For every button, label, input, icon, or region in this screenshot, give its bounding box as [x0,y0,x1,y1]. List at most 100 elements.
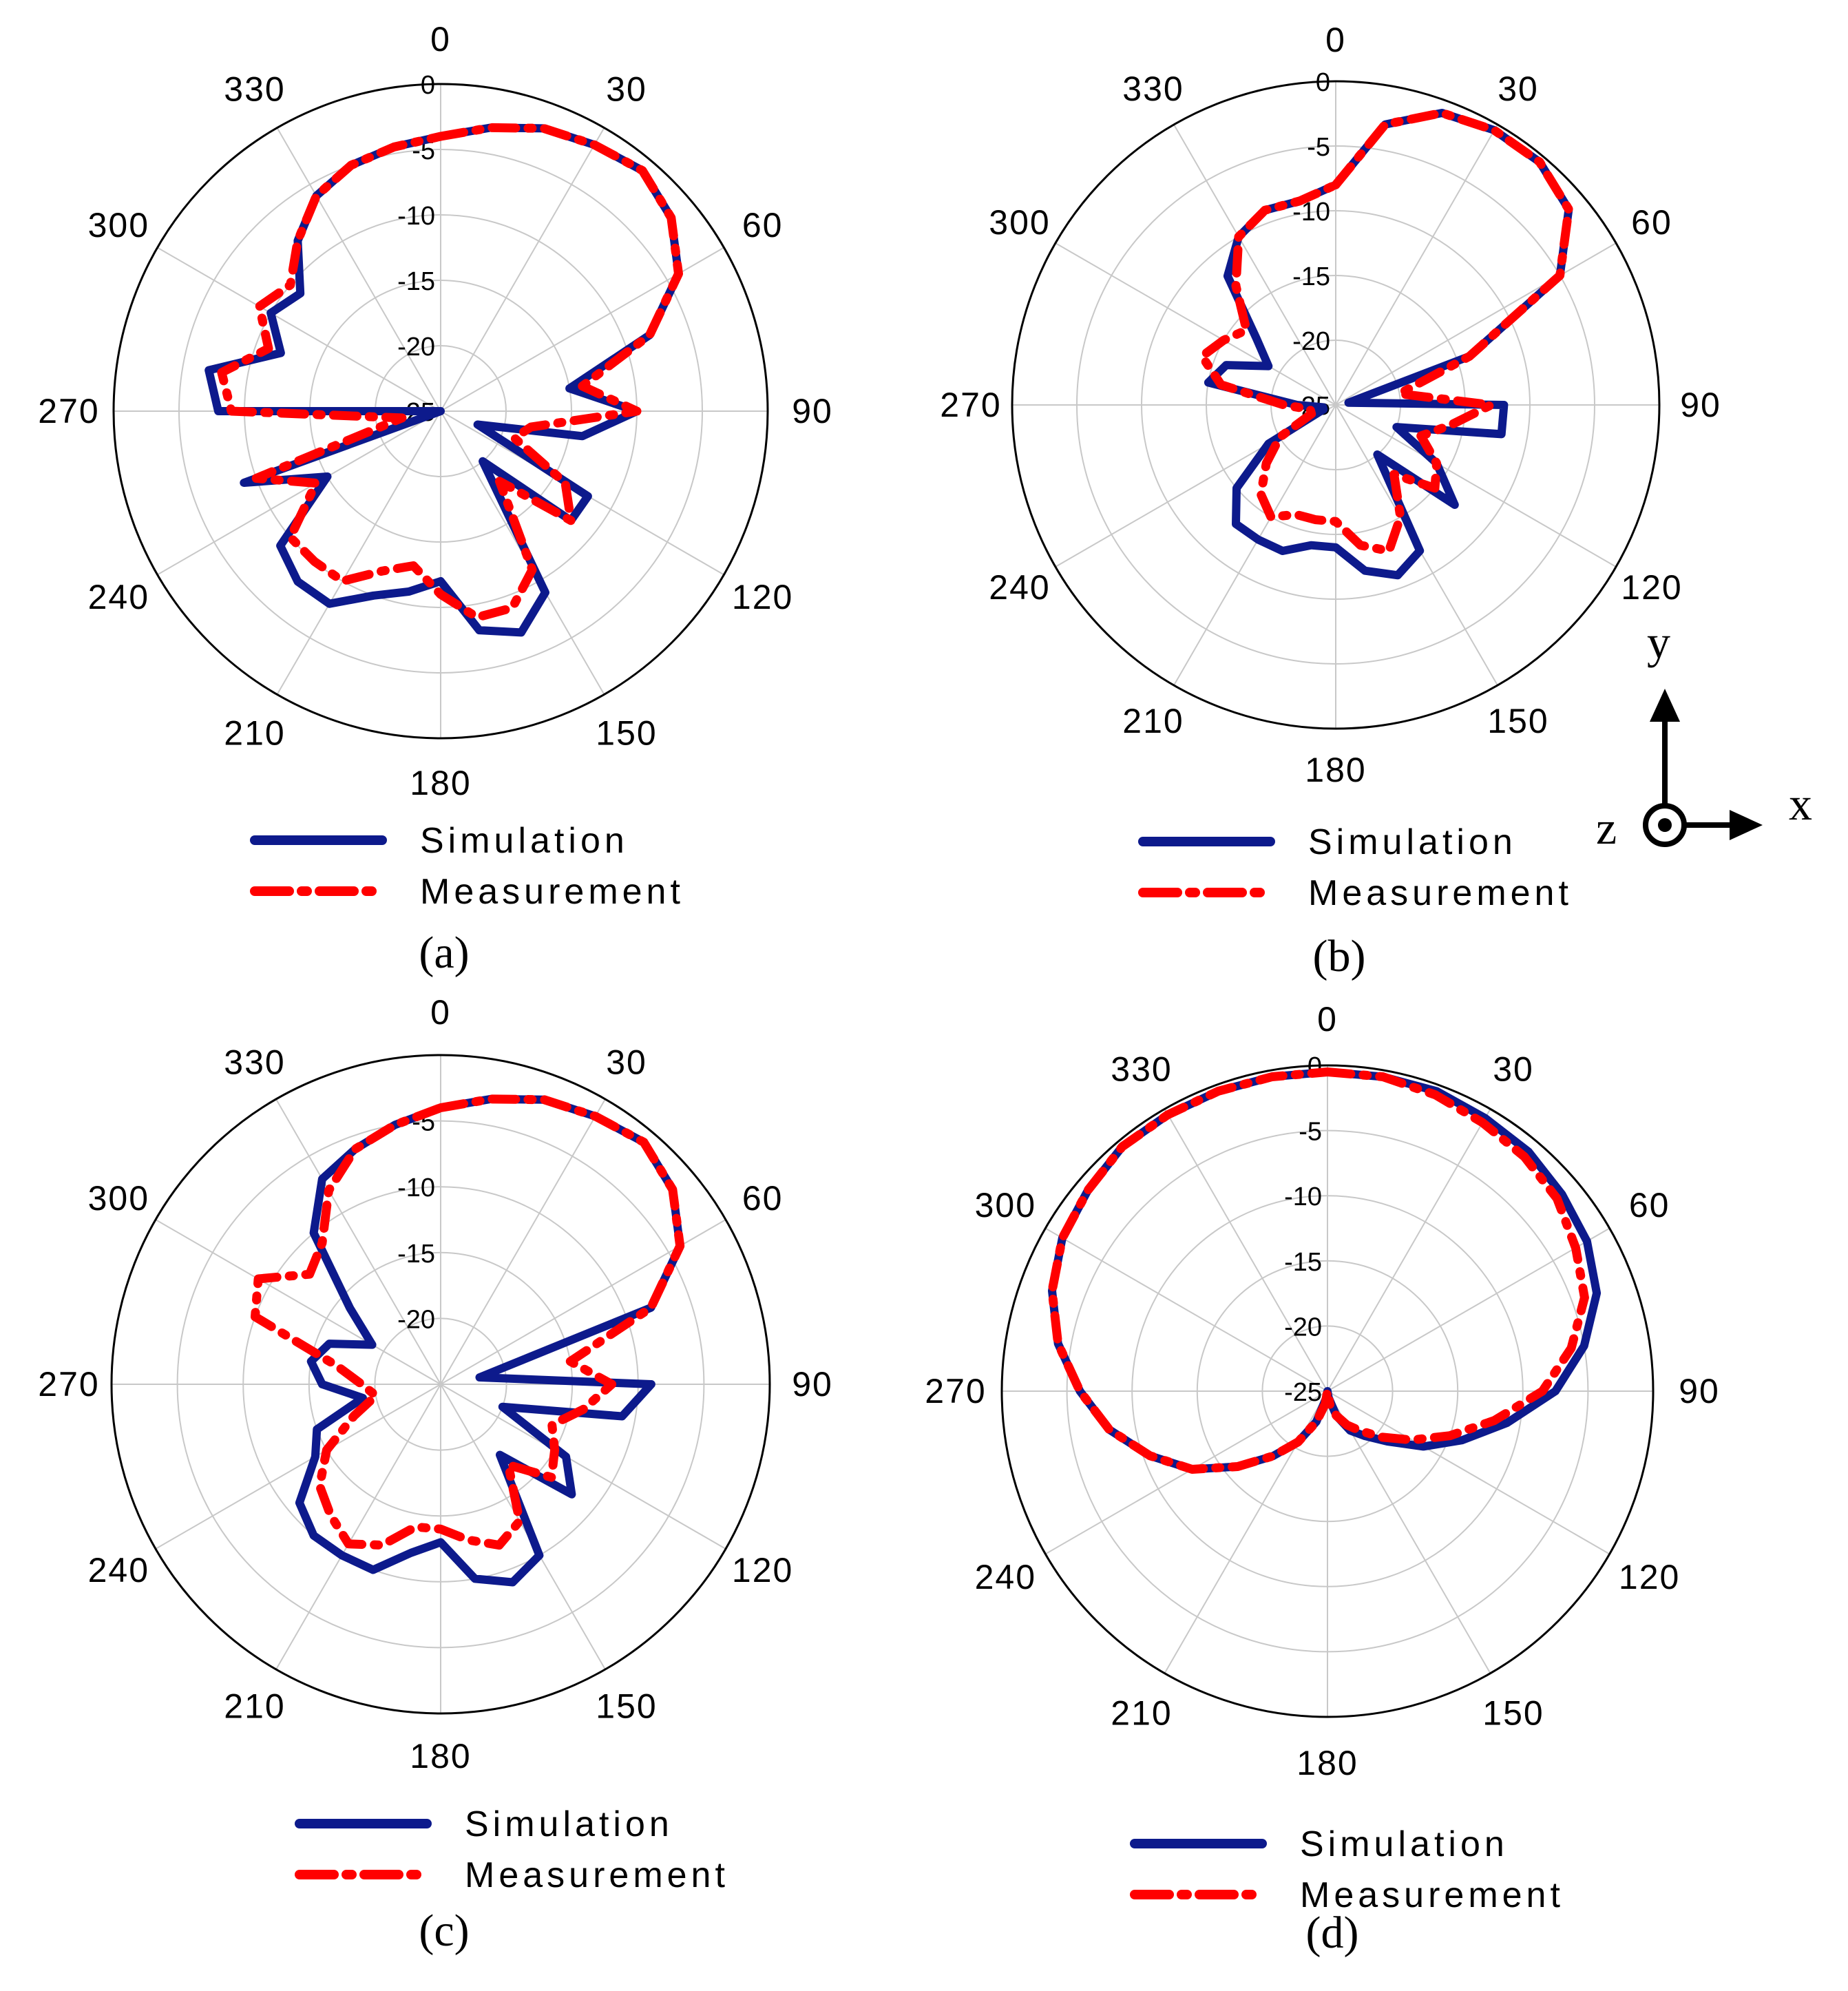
grid-spoke [1335,242,1617,406]
angle-tick-label: 330 [1111,1050,1172,1088]
series-simulation-line [204,123,683,637]
series-measurement-line [1197,108,1573,556]
legend-label-simulation: Simulation [420,821,629,861]
radial-tick-label: -20 [397,1305,435,1334]
angle-tick-label: 60 [742,1179,784,1218]
legend-label-simulation: Simulation [1300,1824,1509,1864]
angle-tick-label: 90 [792,1365,833,1404]
angle-tick-label: 180 [1305,751,1366,789]
radial-tick-label: -15 [397,1240,435,1269]
legend-label-measurement: Measurement [1308,873,1573,913]
angle-tick-label: 30 [1493,1050,1534,1088]
radial-tick-label: -20 [1284,1313,1322,1342]
radial-tick-label: -10 [397,1174,435,1202]
grid-spoke [1173,124,1336,406]
angle-tick-label: 330 [224,70,285,108]
angle-tick-label: 300 [975,1186,1036,1224]
radial-tick-label: -15 [1292,262,1330,291]
series-measurement-line [251,1094,685,1550]
grid-spoke [1327,1108,1491,1392]
angle-tick-label: 150 [1487,702,1548,740]
angle-tick-label: 180 [1296,1744,1358,1782]
angle-tick-label: 180 [410,1737,471,1775]
outer-frame [1000,1064,1655,1718]
radial-tick-label: -15 [397,267,435,296]
angle-tick-label: 30 [606,70,647,108]
angle-tick-label: 330 [1122,70,1184,108]
legend-label-measurement: Measurement [420,872,684,912]
legend-label-simulation: Simulation [1308,822,1517,862]
legend-label-simulation: Simulation [465,1804,673,1844]
series-measurement-line [1047,1067,1589,1474]
grid-spoke [275,1384,441,1670]
angle-tick-label: 300 [88,1179,149,1218]
y-arrowhead-icon [1650,689,1680,722]
angle-tick-label: 30 [1498,70,1539,108]
grid-spoke [440,1384,606,1670]
grid-spoke [1327,1390,1491,1674]
grid-spoke [276,127,441,412]
angle-tick-label: 0 [1317,1000,1338,1039]
angle-tick-label: 210 [1122,702,1184,740]
radial-tick-label: -25 [1284,1378,1322,1407]
grid-spoke [440,1098,606,1385]
legend-label-measurement: Measurement [1300,1875,1564,1915]
outer-frame [112,83,769,740]
grid-spoke [157,247,441,412]
grid-spoke [1335,404,1617,567]
angle-tick-label: 300 [989,203,1050,242]
angle-tick-label: 150 [1482,1694,1544,1733]
angle-tick-label: 120 [1621,568,1682,607]
radial-tick-label: -15 [1284,1248,1322,1277]
angle-tick-label: 60 [742,206,784,244]
grid-spoke [1335,124,1498,406]
angle-tick-label: 270 [38,392,99,430]
angle-tick-label: 90 [1679,1372,1720,1410]
grid-spoke [1327,1227,1610,1392]
x-arrowhead-icon [1730,810,1763,840]
angle-tick-label: 270 [940,386,1001,424]
angle-tick-label: 240 [88,1551,149,1589]
grid-spoke [440,127,605,412]
angle-tick-label: 150 [596,1687,657,1726]
grid-spoke [275,1098,441,1385]
angle-tick-label: 210 [1111,1694,1172,1733]
grid-spoke [157,410,441,576]
grid-spoke [1055,242,1336,406]
panel-caption: (c) [419,1906,469,1956]
angle-tick-label: 120 [732,578,793,616]
angle-tick-label: 0 [430,993,451,1032]
angle-tick-label: 240 [989,568,1050,607]
panel-caption: (d) [1306,1908,1359,1958]
radial-tick-label: -10 [397,202,435,231]
grid-spoke [1044,1227,1328,1392]
radial-tick-label: -5 [1299,1118,1322,1147]
angle-tick-label: 90 [792,392,833,430]
x-axis-label: x [1789,778,1812,830]
radial-tick-label: 0 [1316,68,1330,97]
grid-spoke [1327,1390,1610,1555]
outer-frame [1011,80,1661,730]
panel-caption: (b) [1313,931,1366,981]
z-axis-dot-icon [1658,818,1672,832]
angle-tick-label: 0 [1325,21,1346,59]
axes-indicator: y x z [1596,616,1812,854]
radial-tick-label: 0 [421,71,435,100]
angle-tick-label: 120 [732,1551,793,1589]
radial-tick-label: -20 [1292,327,1330,356]
angle-tick-label: 210 [224,1687,285,1726]
angle-tick-label: 240 [975,1558,1036,1596]
angle-tick-label: 240 [88,578,149,616]
radial-tick-label: -20 [397,333,435,362]
angle-tick-label: 30 [606,1043,647,1081]
angle-tick-label: 60 [1631,203,1672,242]
angle-tick-label: 90 [1680,386,1721,424]
polar-chart-c: 0306090120150180210240270300330-5-10-15-… [38,993,833,1956]
radial-tick-label: -10 [1284,1182,1322,1211]
grid-spoke [1164,1108,1328,1392]
angle-tick-label: 0 [430,20,451,59]
